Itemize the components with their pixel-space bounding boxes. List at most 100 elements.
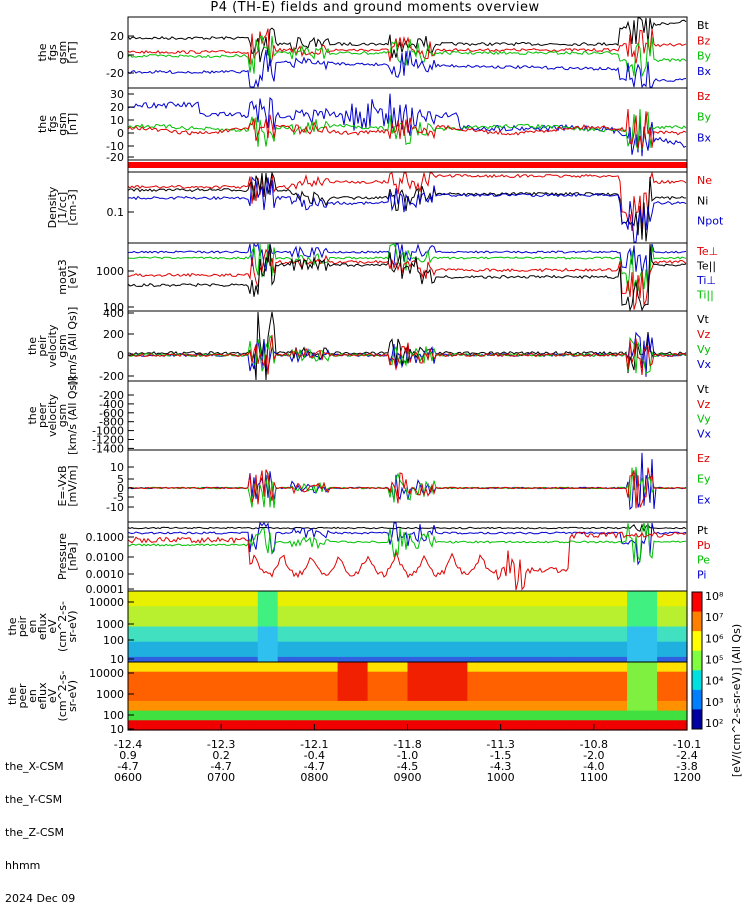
y-axis-label-line: velocity: [46, 394, 59, 437]
spectrogram-cell: [187, 646, 199, 653]
spectrogram-cell: [647, 705, 658, 712]
spectrogram-cell: [267, 631, 279, 638]
spectrogram-cell: [537, 641, 548, 648]
spectrogram-cell: [297, 611, 309, 617]
spectrogram-cell: [287, 662, 299, 668]
spectrogram-cell: [527, 725, 538, 731]
spectrogram-cell: [377, 611, 389, 617]
spectrogram-cell: [227, 636, 239, 643]
spectrogram-cell: [657, 681, 668, 687]
series-line: [127, 109, 687, 151]
spectrogram-cell: [447, 596, 458, 602]
spectrogram-cell: [177, 676, 189, 683]
spectrogram-cell: [287, 611, 299, 617]
spectrogram-cell: [337, 616, 349, 623]
spectrogram-cell: [587, 616, 598, 623]
spectrogram-cell: [157, 641, 169, 648]
spectrogram-cell: [138, 591, 149, 597]
spectrogram-cell: [437, 676, 448, 683]
spectrogram-cell: [277, 725, 289, 731]
spectrogram-cell: [567, 656, 578, 663]
colorbar-label: [eV/(cm^2-s-sr-eV)] (All Qs): [730, 624, 743, 777]
spectrogram-cell: [617, 626, 628, 633]
spectrogram-cell: [257, 715, 269, 721]
spectrogram-cell: [567, 626, 578, 633]
spectrogram-cell: [207, 621, 219, 628]
spectrogram-cell: [657, 616, 668, 623]
footer-row-label: hhmm: [5, 859, 41, 872]
spectrogram-cell: [217, 601, 229, 607]
spectrogram-cell: [667, 671, 678, 678]
spectrogram-cell: [367, 676, 379, 683]
spectrogram-cell: [407, 611, 419, 617]
spectrogram-cell: [227, 591, 239, 597]
spectrogram-cell: [477, 646, 488, 653]
spectrogram-cell: [437, 662, 448, 668]
spectrogram-cell: [187, 591, 199, 597]
spectrogram-cell: [337, 686, 349, 692]
spectrogram-cell: [307, 725, 319, 731]
spectrogram-cell: [337, 705, 349, 712]
spectrogram-cell: [177, 681, 189, 687]
spectrogram-cell: [207, 601, 219, 607]
spectrogram-cell: [467, 666, 478, 673]
spectrogram-cell: [497, 591, 508, 597]
spectrogram-cell: [128, 651, 139, 658]
spectrogram-cell: [277, 700, 289, 707]
spectrogram-cell: [187, 641, 199, 648]
spectrogram-cell: [677, 611, 688, 617]
spectrogram-cell: [177, 646, 189, 653]
spectrogram-cell: [527, 626, 538, 633]
spectrogram-cell: [627, 666, 638, 673]
legend-label: Pi: [697, 568, 706, 581]
spectrogram-cell: [507, 676, 518, 683]
spectrogram-cell: [427, 720, 439, 726]
spectrogram-cell: [667, 710, 678, 717]
spectrogram-cell: [148, 720, 159, 726]
spectrogram-cell: [138, 626, 149, 633]
spectrogram-cell: [647, 686, 658, 692]
spectrogram-cell: [167, 715, 179, 721]
spectrogram-cell: [287, 621, 299, 628]
spectrogram-cell: [128, 591, 139, 597]
spectrogram-cell: [167, 651, 179, 658]
spectrogram-cell: [267, 671, 279, 678]
spectrogram-cell: [637, 715, 648, 721]
spectrogram-cell: [487, 720, 498, 726]
spectrogram-cell: [207, 641, 219, 648]
spectrogram-cell: [527, 591, 538, 597]
spectrogram-cell: [327, 696, 339, 702]
spectrogram-cell: [197, 646, 209, 653]
spectrogram-cell: [427, 662, 439, 668]
spectrogram-cell: [157, 662, 169, 668]
spectrogram-cell: [337, 591, 349, 597]
y-axis-label-line: sr-eV): [66, 610, 79, 642]
spectrogram-cell: [597, 646, 608, 653]
spectrogram-cell: [467, 626, 478, 633]
spectrogram-cell: [597, 616, 608, 623]
y-axis-label-line: en: [26, 620, 39, 634]
spectrogram-cell: [497, 631, 508, 638]
spectrogram-cell: [157, 596, 169, 602]
spectrogram-cell: [297, 641, 309, 648]
spectrogram-cell: [587, 601, 598, 607]
spectrogram-cell: [607, 596, 618, 602]
spectrogram-cell: [237, 691, 249, 697]
spectrogram-cell: [657, 715, 668, 721]
y-tick-label: 400: [103, 307, 124, 320]
spectrogram-cell: [617, 710, 628, 717]
spectrogram-cell: [497, 676, 508, 683]
spectrogram-cell: [297, 686, 309, 692]
spectrogram-cell: [577, 676, 588, 683]
y-axis-label-line: sr-eV): [66, 680, 79, 712]
spectrogram-cell: [647, 656, 658, 663]
footer-value: -4.0: [583, 760, 604, 773]
spectrogram-cell: [138, 631, 149, 638]
spectrogram-cell: [167, 696, 179, 702]
spectrogram-cell: [177, 626, 189, 633]
spectrogram-cell: [297, 626, 309, 633]
spectrogram-cell: [517, 591, 528, 597]
spectrogram-cell: [437, 656, 448, 663]
y-tick-label: 30: [110, 88, 124, 101]
series-line: [127, 248, 687, 310]
